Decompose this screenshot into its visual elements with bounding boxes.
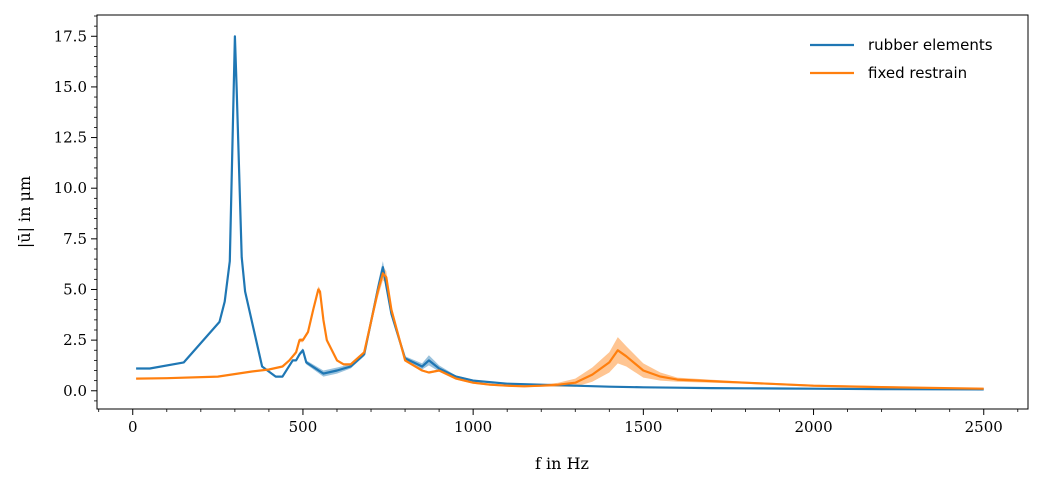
y-tick-label: 12.5 <box>54 129 87 147</box>
x-tick-label: 1500 <box>624 418 662 436</box>
legend-label-rubber-elements: rubber elements <box>868 36 993 54</box>
y-tick-label: 2.5 <box>63 331 87 349</box>
x-tick-label: 0 <box>128 418 138 436</box>
x-tick-label: 500 <box>289 418 318 436</box>
legend: rubber elements fixed restrain <box>810 36 993 82</box>
y-tick-label: 15.0 <box>54 78 87 96</box>
series-line-fixed-restrain <box>136 272 984 390</box>
x-axis-ticks: 0 500 1000 1500 2000 2500 <box>98 409 1019 436</box>
y-tick-label: 7.5 <box>63 230 87 248</box>
y-tick-label: 10.0 <box>54 179 87 197</box>
y-axis-label: |ū| in μm <box>15 176 34 248</box>
y-tick-label: 0.0 <box>63 382 87 400</box>
x-tick-label: 2500 <box>965 418 1003 436</box>
series-lines <box>136 35 984 391</box>
x-tick-label: 1000 <box>454 418 492 436</box>
series-line-rubber-elements <box>136 35 984 391</box>
y-tick-label: 5.0 <box>63 280 87 298</box>
x-tick-label: 2000 <box>794 418 832 436</box>
y-axis-ticks: 0.0 2.5 5.0 7.5 10.0 12.5 15.0 17.5 <box>54 15 97 402</box>
legend-label-fixed-restrain: fixed restrain <box>868 64 967 82</box>
x-axis-label: f in Hz <box>535 454 589 473</box>
plot-area-frame <box>96 14 1029 410</box>
y-tick-label: 17.5 <box>54 27 87 45</box>
